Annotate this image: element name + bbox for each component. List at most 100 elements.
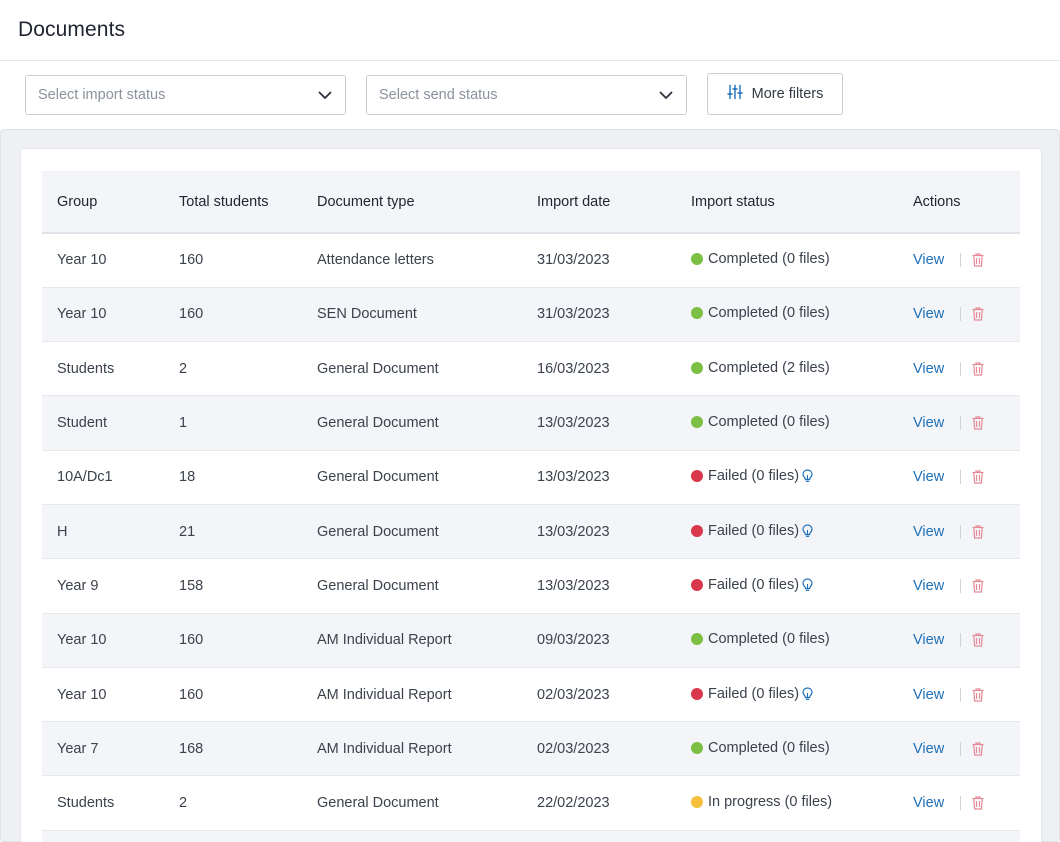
status-dot <box>691 633 703 646</box>
status-badge: Failed (0 files) <box>691 468 813 484</box>
cell-import-status: Completed (0 files) <box>676 722 880 776</box>
column-header-total-students[interactable]: Total students <box>164 171 302 234</box>
row-actions: View <box>895 252 1020 268</box>
status-text: Completed (0 files) <box>708 251 830 268</box>
column-header-import-status[interactable]: Import status <box>676 171 880 234</box>
table-row <box>42 830 1020 842</box>
trash-icon[interactable] <box>972 416 984 430</box>
cell-total-students: 160 <box>179 686 204 703</box>
cell-document-type: Attendance letters <box>317 252 434 269</box>
view-link[interactable]: View <box>913 795 945 812</box>
table-row: Year 10 160 AM Individual Report 09/03/2023… <box>42 613 1020 668</box>
cell-document-type: AM Individual Report <box>317 740 452 757</box>
action-divider <box>960 741 962 756</box>
view-link[interactable]: View <box>913 360 945 377</box>
cell-document-type: AM Individual Report <box>317 686 452 703</box>
cell-import-date: 13/03/2023 <box>537 415 610 432</box>
lightbulb-icon[interactable] <box>802 686 813 701</box>
trash-icon[interactable] <box>972 362 984 376</box>
table-row: Students 2 General Document 22/02/2023 In pr… <box>42 776 1020 831</box>
lightbulb-icon[interactable] <box>802 469 813 483</box>
status-dot <box>691 470 703 483</box>
column-header-group[interactable]: Group <box>42 171 164 234</box>
cell-import-status: Completed (0 files) <box>676 287 880 341</box>
table-row: H 21 General Document 13/03/2023 Failed (0 f… <box>42 504 1020 559</box>
cell-actions: View <box>880 450 1020 504</box>
cell-total-students: 160 <box>179 252 204 269</box>
view-link[interactable]: View <box>913 306 945 323</box>
status-badge: Failed (0 files) <box>691 577 813 593</box>
cell-total-students: 1 <box>179 415 188 432</box>
cell-import-status: Failed (0 files) <box>676 450 880 504</box>
status-dot <box>691 416 703 429</box>
cell-actions: View <box>880 667 1020 721</box>
view-link[interactable]: View <box>913 469 945 486</box>
view-link[interactable]: View <box>913 740 945 757</box>
view-link[interactable]: View <box>913 415 945 432</box>
view-link[interactable]: View <box>913 252 945 269</box>
column-header-import-date[interactable]: Import date <box>522 171 676 234</box>
action-divider <box>960 307 962 322</box>
trash-icon[interactable] <box>972 579 984 593</box>
cell-actions: View <box>880 613 1020 667</box>
cell-group: Students <box>57 360 115 377</box>
status-badge: Completed (2 files) <box>691 360 830 376</box>
column-header-actions: Actions <box>880 171 1020 234</box>
status-text: Failed (0 files) <box>708 522 800 539</box>
cell-document-type: General Document <box>317 469 439 486</box>
cell-group: Year 10 <box>57 686 107 703</box>
view-link[interactable]: View <box>913 577 945 594</box>
cell-actions: View <box>880 776 1020 830</box>
cell-total-students: 21 <box>179 523 196 540</box>
cell-document-type: General Document <box>317 577 439 594</box>
cell-group: Student <box>57 415 107 432</box>
column-header-document-type[interactable]: Document type <box>302 171 522 234</box>
cell-document-type: SEN Document <box>317 306 417 323</box>
trash-icon[interactable] <box>972 633 984 647</box>
cell-actions: View <box>880 233 1020 287</box>
cell-import-status: Completed (0 files) <box>676 396 880 450</box>
import-status-placeholder: Select import status <box>38 87 166 103</box>
trash-icon[interactable] <box>972 253 984 267</box>
cell-import-date: 31/03/2023 <box>537 306 610 323</box>
trash-icon[interactable] <box>972 525 984 539</box>
cell-total-students: 160 <box>179 306 204 323</box>
status-dot <box>691 524 703 537</box>
trash-icon[interactable] <box>972 687 984 702</box>
status-badge: Failed (0 files) <box>691 523 813 539</box>
cell-total-students: 2 <box>179 795 188 812</box>
view-link[interactable]: View <box>913 686 945 703</box>
lightbulb-icon[interactable] <box>802 578 813 592</box>
cell-actions: View <box>880 342 1020 396</box>
cell-import-date: 13/03/2023 <box>537 577 610 594</box>
trash-icon[interactable] <box>972 307 984 322</box>
send-status-select[interactable]: Select send status <box>366 75 687 115</box>
status-text: In progress (0 files) <box>708 794 833 811</box>
status-badge: Completed (0 files) <box>691 414 830 430</box>
lightbulb-icon[interactable] <box>802 524 813 538</box>
trash-icon[interactable] <box>972 796 984 810</box>
row-actions: View <box>895 361 1020 377</box>
cell-total-students: 18 <box>179 469 196 486</box>
cell-import-date: 02/03/2023 <box>537 740 610 757</box>
status-badge: Completed (0 files) <box>691 740 830 756</box>
cell-total-students: 168 <box>179 740 204 757</box>
table-row: Students 2 General Document 16/03/2023 Compl… <box>42 342 1020 396</box>
status-badge: In progress (0 files) <box>691 794 832 810</box>
cell-group: 10A/Dc1 <box>57 469 113 486</box>
row-actions: View <box>895 469 1020 485</box>
trash-icon[interactable] <box>972 742 984 756</box>
action-divider <box>960 633 962 648</box>
chevron-down-icon <box>317 87 333 103</box>
table-row: Year 9 158 General Document 13/03/2023 Faile… <box>42 559 1020 614</box>
content-area: Group Total students Document type Impor… <box>0 129 1060 842</box>
page-header: Documents <box>0 0 1060 61</box>
view-link[interactable]: View <box>913 523 945 540</box>
cell-actions: View <box>880 559 1020 613</box>
table-row: Year 7 168 AM Individual Report 02/03/2023 C… <box>42 721 1020 776</box>
status-dot <box>691 253 703 266</box>
import-status-select[interactable]: Select import status <box>25 75 346 115</box>
trash-icon[interactable] <box>972 470 984 484</box>
view-link[interactable]: View <box>913 632 945 649</box>
more-filters-button[interactable]: More filters <box>707 73 843 115</box>
